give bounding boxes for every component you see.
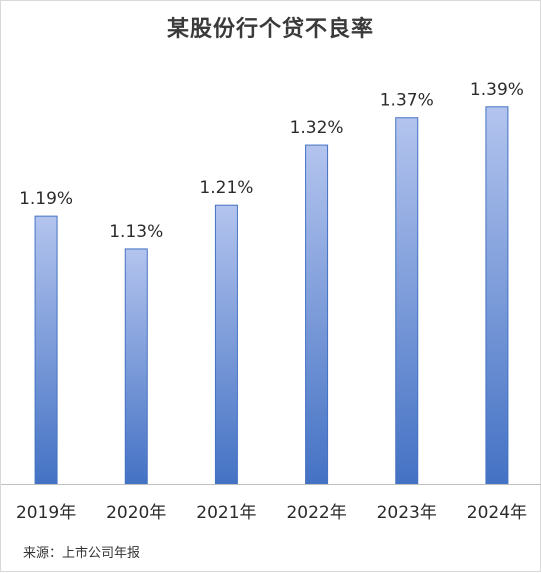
x-tick-label: 2020年 [106,503,166,523]
x-tick-label: 2023年 [377,503,437,523]
bar-2024年 [485,106,509,485]
x-tick-labels-layer: 2019年 2020年 2021年 2022年 2023年 2024年 [16,503,527,523]
value-label: 1.39% [470,80,524,100]
bar-2019年 [34,215,58,485]
chart-title: 某股份行个贷不良率 [166,17,374,42]
value-label: 1.32% [290,118,344,138]
bar-2020年 [124,248,148,485]
value-labels-layer: 1.19% 1.13% 1.21% 1.32% 1.37% 1.39% [19,80,524,242]
x-tick-label: 2022年 [286,503,346,523]
bar-2021年 [214,204,238,485]
bar-2022年 [305,144,329,485]
bar-2023年 [395,117,419,485]
x-tick-label: 2019年 [16,503,76,523]
value-label: 1.13% [109,222,163,242]
source-note: 来源：上市公司年报 [23,546,141,561]
bars-layer [34,106,509,485]
value-label: 1.21% [199,178,253,198]
x-tick-label: 2024年 [467,503,527,523]
value-label: 1.19% [19,189,73,209]
value-label: 1.37% [380,91,434,111]
x-tick-label: 2021年 [196,503,256,523]
